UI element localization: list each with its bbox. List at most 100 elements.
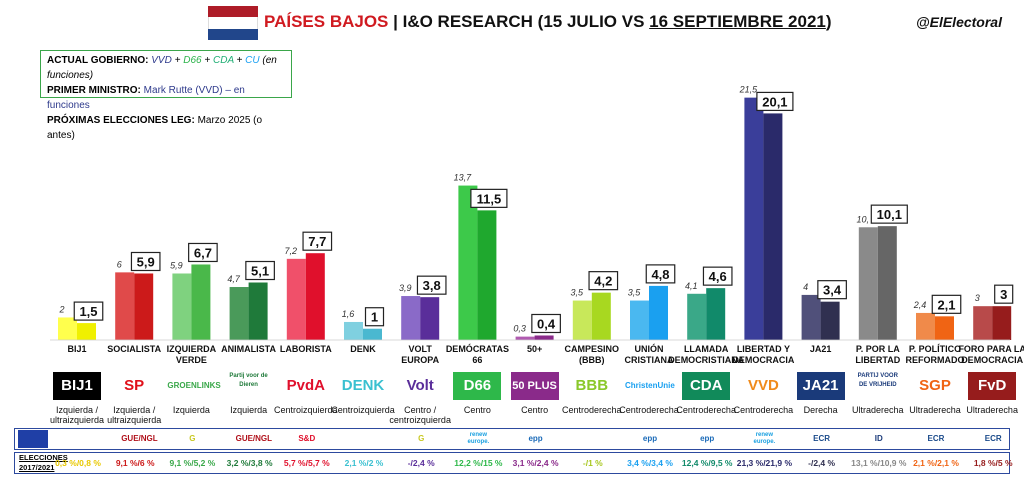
ideology-label: Izquierda	[230, 405, 268, 415]
gov-suffix: (en funciones)	[47, 55, 277, 81]
ideology-label: Centroderecha	[619, 405, 679, 415]
info-pm-label: PRIMER MINISTRO:	[47, 85, 141, 96]
new-value-box	[470, 188, 508, 208]
gov-cu: CU	[245, 55, 260, 66]
flag-stripe-blue	[208, 28, 258, 40]
category-label: SOCIALISTA	[107, 344, 161, 354]
renew-icon: renew europe.	[753, 432, 776, 445]
ideology-label: Centroizquierda	[331, 405, 395, 415]
new-value-box	[245, 260, 275, 281]
election-result: 12,2 %/15 %	[454, 458, 503, 468]
election-result: 3,4 %/3,4 %	[627, 458, 673, 468]
bar-old-0	[58, 317, 77, 340]
bar-new-14	[877, 226, 897, 340]
election-result: -/1 %	[582, 458, 603, 468]
bar-old-12	[744, 97, 764, 341]
election-result: 0,3 %/0,8 %	[55, 458, 101, 468]
new-value-box	[870, 204, 908, 224]
category-label: DEMOCRACIA	[732, 355, 794, 365]
ideology-label: Ultraderecha	[909, 405, 961, 415]
category-label: LIBERTAD	[855, 355, 900, 365]
new-value-label: 3,8	[423, 278, 441, 293]
new-value-label: 1	[371, 310, 378, 325]
ideology-label: Izquierda / ultraizquierda	[49, 405, 105, 425]
info-next-label: PRÓXIMAS ELECCIONES LEG:	[47, 115, 195, 126]
pvda-logo-icon: PvdA	[281, 372, 330, 400]
new-value-label: 1,5	[79, 304, 97, 319]
title-separator: |	[388, 12, 403, 31]
category-label: DENK	[350, 344, 376, 354]
old-value-label: 13,7	[454, 173, 473, 183]
election-result: 21,3 %/21,9 %	[736, 458, 793, 468]
bar-new-12	[763, 113, 783, 340]
volt-logo-icon: Volt	[396, 372, 445, 400]
category-label: DEMOCRISTIANA	[668, 355, 744, 365]
sd-icon: S&D	[298, 434, 316, 443]
info-next-line: PRÓXIMAS ELECCIONES LEG: Marzo 2025 (o a…	[47, 113, 285, 143]
bar-new-0	[77, 323, 96, 340]
ideology-label: Izquierda / ultraizquierda	[107, 405, 162, 425]
new-value-label: 10,1	[877, 207, 902, 222]
greens-icon: G	[418, 434, 425, 443]
new-value-box	[73, 301, 104, 321]
new-value-box	[817, 280, 847, 300]
category-label: CRISTIANA	[625, 355, 674, 365]
category-label: LLAMADA	[684, 344, 729, 354]
bar-old-1	[115, 272, 135, 340]
election-result: 9,1 %/5,2 %	[169, 458, 216, 468]
old-value-label: 3	[975, 293, 980, 303]
bar-new-7	[477, 210, 497, 340]
bar-new-4	[305, 253, 325, 340]
new-value-box	[702, 266, 733, 286]
new-value-label: 3,4	[823, 283, 842, 298]
bar-old-4	[286, 258, 306, 340]
ideology-label: Ultraderecha	[852, 405, 904, 415]
bar-old-3	[229, 287, 249, 340]
new-value-box	[931, 294, 962, 314]
old-value-label: 0,3	[513, 324, 526, 334]
old-value-label: 5,9	[170, 260, 183, 270]
title-pollster: I&O RESEARCH (15 JULIO VS	[402, 12, 650, 31]
new-value-label: 5,9	[137, 254, 155, 269]
bar-old-7	[458, 185, 478, 340]
category-label: FORO PARA LA	[958, 344, 1024, 354]
election-result: 12,4 %/9,5 %	[681, 458, 733, 468]
info-next-value: Marzo 2025 (o antes)	[47, 115, 263, 141]
new-value-label: 2,1	[937, 297, 955, 312]
old-value-label: 2,4	[913, 300, 927, 310]
gov-d66: D66	[183, 55, 202, 66]
bar-old-16	[973, 306, 993, 340]
new-value-label: 7,7	[308, 234, 326, 249]
bar-new-15	[935, 316, 954, 340]
ecr-icon: ECR	[984, 434, 1002, 443]
category-label: 66	[472, 355, 482, 365]
new-value-box	[645, 264, 676, 284]
category-label: IZQUIERDA	[167, 344, 217, 354]
new-value-label: 11,5	[477, 191, 502, 206]
category-label: CAMPESINO	[565, 344, 620, 354]
category-label: VOLT	[409, 344, 433, 354]
new-value-box	[302, 231, 333, 251]
old-value-label: 3,9	[399, 283, 412, 293]
id-icon: ID	[874, 434, 883, 443]
bar-old-2	[172, 273, 192, 340]
old-value-label: 7,2	[285, 246, 298, 256]
ideology-label: Centro	[463, 405, 491, 415]
pvv-logo-icon: PARTIJ VOOR DE VRIJHEID	[853, 372, 902, 400]
title-close: )	[825, 12, 832, 31]
info-gov-label: ACTUAL GOBIERNO:	[47, 55, 149, 66]
new-value-label: 4,6	[709, 269, 727, 284]
bar-new-2	[191, 264, 211, 340]
old-value-label: 2	[58, 304, 64, 314]
new-value-label: 4,8	[651, 267, 669, 282]
ecr-icon: ECR	[813, 434, 831, 443]
category-label: 50+	[527, 344, 542, 354]
bar-new-1	[134, 273, 154, 340]
old-value-label: 6	[117, 259, 122, 269]
election-result: -/2,4 %	[808, 458, 836, 468]
old-value-label: 3,5	[628, 288, 642, 298]
election-result: 3,2 %/3,8 %	[226, 458, 273, 468]
election-result: 1,8 %/5 %	[973, 458, 1013, 468]
category-label: UNIÓN	[635, 343, 664, 354]
